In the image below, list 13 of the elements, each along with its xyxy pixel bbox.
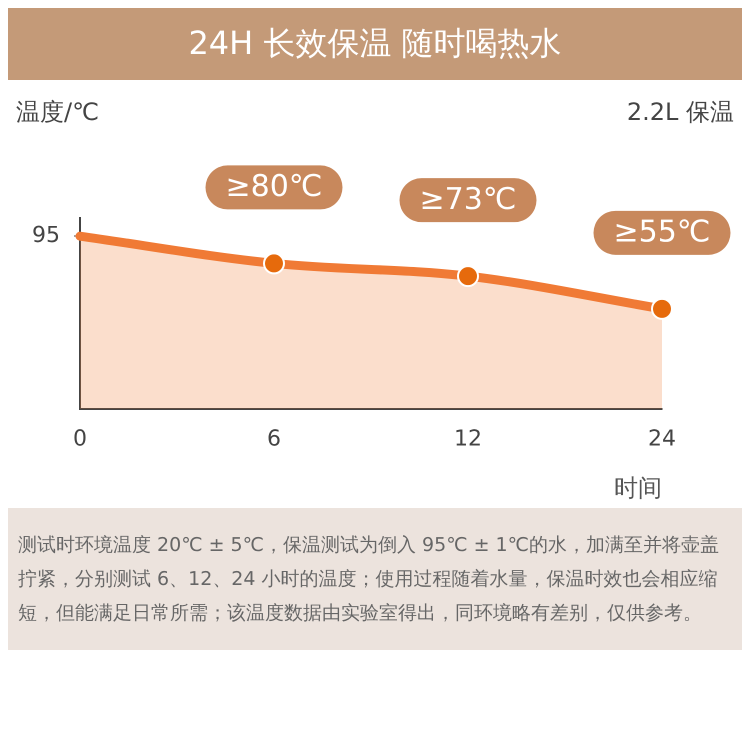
x-tick-label: 24 xyxy=(648,426,676,452)
x-tick-label: 6 xyxy=(266,426,281,452)
y-axis-title: 温度/℃ xyxy=(16,97,100,128)
data-label: ≥55℃ xyxy=(613,214,711,250)
chart-subtitle: 2.2L 保温 xyxy=(626,97,734,128)
x-tick-label: 12 xyxy=(454,426,482,452)
y-tick-label: 95 xyxy=(32,222,60,248)
text: 测试时环境温度 20℃ ± 5℃，保温测试为倒入 95℃ ± 1℃的水，加满至并将壶盖拧紧，分别测试 6、12、24 小时的温度；使用过程随着水量，保温时效也会相应缩短，但能满足日常所需；该温度数据由实验室得出，同环境略有差别，仅供参考。 xyxy=(18,533,720,626)
x-tick-label: 0 xyxy=(72,426,87,452)
chart-title: 24H 长效保温 随时喝热水 xyxy=(8,8,742,80)
x-axis-title: 时间 xyxy=(614,474,662,502)
data-label: ≥80℃ xyxy=(225,169,323,204)
data-label: ≥73℃ xyxy=(419,182,517,217)
